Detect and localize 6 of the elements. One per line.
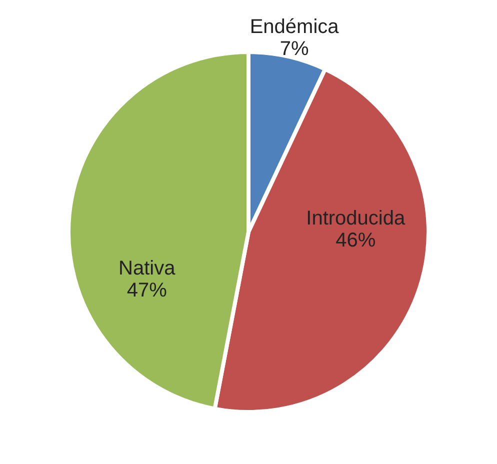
data-label: 7% [280, 38, 309, 60]
slice-label: Introducida [306, 207, 406, 230]
slice-label: Endémica [250, 16, 340, 38]
data-label: 46% [336, 229, 376, 252]
slice-label: Nativa [118, 258, 176, 280]
data-label: 47% [126, 280, 168, 302]
